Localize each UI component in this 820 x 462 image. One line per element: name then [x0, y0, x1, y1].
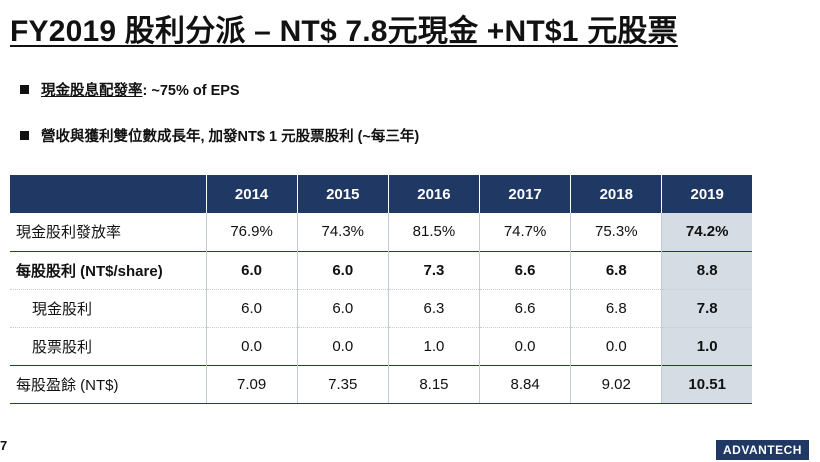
table-cell: 0.0 [296, 327, 389, 366]
bullet-stock-dividend: 營收與獲利雙位數成長年, 加發NT$ 1 元股票股利 (~每三年) [20, 125, 419, 146]
table-cell: 6.0 [296, 250, 389, 290]
row-label: 現金股利發放率 [10, 213, 206, 252]
table-cell: 6.6 [479, 250, 571, 290]
table-cell: 6.8 [570, 250, 662, 290]
row-label: 股票股利 [10, 327, 206, 366]
table-cell: 9.02 [570, 364, 662, 404]
table-row: 每股盈餘 (NT$) 7.09 7.35 8.15 8.84 9.02 10.5… [10, 364, 752, 404]
table-cell: 8.84 [479, 364, 571, 404]
header-year: 2015 [296, 175, 389, 213]
table-cell: 6.8 [570, 289, 662, 328]
table-cell: 8.15 [387, 364, 480, 404]
table-cell: 1.0 [387, 327, 480, 366]
dividend-table: 2014 2015 2016 2017 2018 2019 現金股利發放率 76… [10, 175, 752, 404]
header-year: 2019 [661, 175, 752, 213]
table-cell: 6.3 [387, 289, 480, 328]
header-label-cell [10, 175, 206, 213]
table-cell: 7.3 [387, 250, 480, 290]
bullet-payout-label: 現金股息配發率 [41, 83, 143, 99]
page-number: 7 [0, 438, 8, 453]
table-cell: 0.0 [479, 327, 571, 366]
bullet-square-icon [20, 131, 29, 140]
table-cell-highlight: 8.8 [661, 250, 752, 290]
advantech-logo: ADVANTECH [716, 440, 809, 460]
row-label: 每股盈餘 (NT$) [10, 364, 206, 404]
table-cell: 7.35 [296, 364, 389, 404]
header-year: 2014 [205, 175, 298, 213]
table-cell: 6.6 [479, 289, 571, 328]
table-cell-highlight: 7.8 [661, 289, 752, 328]
row-label: 每股股利 (NT$/share) [10, 250, 206, 290]
table-cell: 7.09 [205, 364, 298, 404]
table-cell: 74.3% [296, 213, 389, 252]
table-cell: 76.9% [205, 213, 298, 252]
bullet-stock-dividend-text: 營收與獲利雙位數成長年, 加發NT$ 1 元股票股利 (~每三年) [41, 129, 420, 145]
table-cell: 74.7% [479, 213, 571, 252]
bullet-square-icon [20, 85, 29, 94]
table-header-row: 2014 2015 2016 2017 2018 2019 [10, 175, 752, 213]
table-cell: 81.5% [387, 213, 480, 252]
header-year: 2017 [479, 175, 571, 213]
table-cell-highlight: 10.51 [661, 364, 752, 404]
row-label: 現金股利 [10, 289, 206, 328]
table-cell-highlight: 74.2% [661, 213, 752, 252]
table-row: 股票股利 0.0 0.0 1.0 0.0 0.0 1.0 [10, 327, 752, 366]
table-cell: 6.0 [205, 289, 298, 328]
table-cell: 0.0 [205, 327, 298, 366]
table-row: 現金股利 6.0 6.0 6.3 6.6 6.8 7.8 [10, 289, 752, 328]
table-cell: 75.3% [570, 213, 662, 252]
header-year: 2018 [570, 175, 662, 213]
slide-title: FY2019 股利分派 – NT$ 7.8元現金 +NT$1 元股票 [10, 15, 678, 48]
bullet-payout-ratio: 現金股息配發率: ~75% of EPS [20, 79, 240, 100]
table-cell: 6.0 [296, 289, 389, 328]
header-year: 2016 [387, 175, 480, 213]
bullet-payout-value: : ~75% of EPS [142, 83, 240, 99]
table-row: 每股股利 (NT$/share) 6.0 6.0 7.3 6.6 6.8 8.8 [10, 250, 752, 290]
table-cell-highlight: 1.0 [661, 327, 752, 366]
table-row: 現金股利發放率 76.9% 74.3% 81.5% 74.7% 75.3% 74… [10, 213, 752, 252]
table-cell: 0.0 [570, 327, 662, 366]
table-cell: 6.0 [205, 250, 298, 290]
